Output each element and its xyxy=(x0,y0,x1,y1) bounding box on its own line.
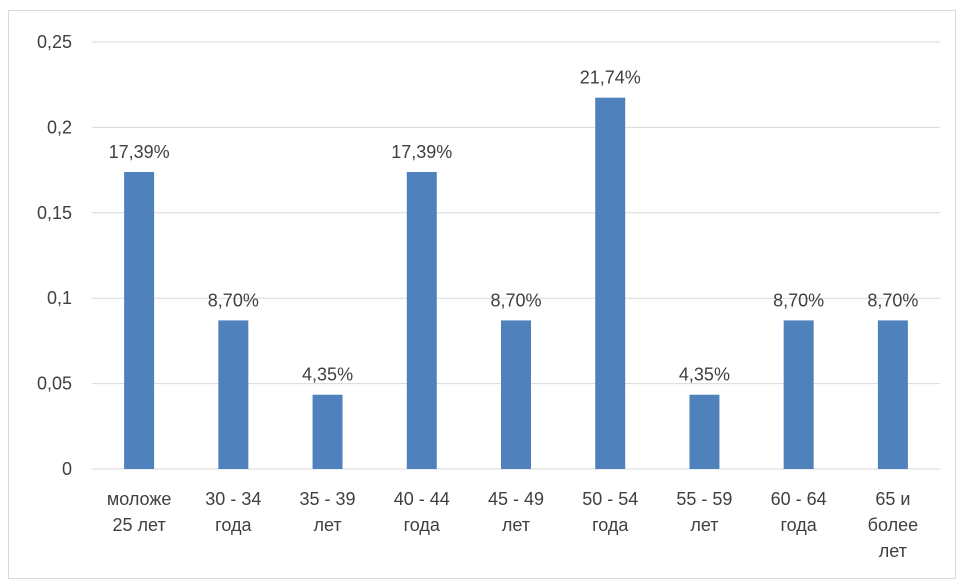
x-tick-label-line: 30 - 34 xyxy=(205,489,261,509)
y-tick-label: 0,25 xyxy=(37,32,72,52)
y-tick-label: 0,2 xyxy=(47,117,72,137)
data-label: 8,70% xyxy=(867,290,918,310)
data-label: 4,35% xyxy=(302,365,353,385)
x-tick-label: 50 - 54 года xyxy=(582,489,638,535)
bar xyxy=(689,394,720,469)
x-tick-label: 40 - 44 года xyxy=(394,489,450,535)
y-tick-label: 0,05 xyxy=(37,374,72,394)
x-tick-label-line: лет xyxy=(502,515,530,535)
x-tick-label-line: моложе xyxy=(107,489,172,509)
bar xyxy=(218,320,249,469)
data-label: 8,70% xyxy=(490,290,541,310)
data-label: 17,39% xyxy=(109,142,170,162)
data-label: 21,74% xyxy=(580,68,641,88)
bar xyxy=(877,320,908,469)
data-label: 8,70% xyxy=(208,290,259,310)
x-tick-label-line: года xyxy=(215,515,252,535)
y-axis-tick-labels: 0 0,05 0,1 0,15 0,2 0,25 xyxy=(37,32,72,479)
bar xyxy=(595,97,626,470)
x-axis-tick-labels: моложе 25 лет 30 - 34 года 35 - 39 лет 40 - 44… xyxy=(107,489,918,561)
x-tick-label: 60 - 64 года xyxy=(771,489,827,535)
bar xyxy=(783,320,814,469)
data-label: 8,70% xyxy=(773,290,824,310)
x-tick-label-line: года xyxy=(592,515,629,535)
x-tick-label-line: более xyxy=(868,515,918,535)
y-tick-label: 0,15 xyxy=(37,203,72,223)
x-tick-label-line: 50 - 54 xyxy=(582,489,638,509)
x-tick-label-line: лет xyxy=(690,515,718,535)
x-tick-label-line: 65 и xyxy=(875,489,910,509)
y-tick-label: 0,1 xyxy=(47,288,72,308)
x-tick-label: 45 - 49 лет xyxy=(488,489,544,535)
bar xyxy=(312,394,343,469)
x-tick-label: моложе 25 лет xyxy=(107,489,172,535)
x-tick-label-line: года xyxy=(404,515,441,535)
x-tick-label: 30 - 34 года xyxy=(205,489,261,535)
x-tick-label-line: 55 - 59 xyxy=(676,489,732,509)
x-tick-label-line: лет xyxy=(313,515,341,535)
x-tick-label-line: 35 - 39 xyxy=(300,489,356,509)
x-tick-label-line: 40 - 44 xyxy=(394,489,450,509)
data-label: 4,35% xyxy=(679,365,730,385)
x-tick-label-line: года xyxy=(781,515,818,535)
data-labels: 17,39% 8,70% 4,35% 17,39% 8,70% 21,74% 4,35% 8,… xyxy=(109,68,919,385)
data-label: 17,39% xyxy=(391,142,452,162)
x-tick-label-line: лет xyxy=(879,541,907,561)
bars xyxy=(124,97,908,470)
chart-frame xyxy=(8,10,956,579)
bar xyxy=(124,171,155,469)
x-tick-label-line: 45 - 49 xyxy=(488,489,544,509)
x-tick-label: 55 - 59 лет xyxy=(676,489,732,535)
x-tick-label: 65 и более лет xyxy=(868,489,918,561)
bar xyxy=(406,171,437,469)
bar xyxy=(501,320,531,469)
y-tick-label: 0 xyxy=(62,459,72,479)
x-tick-label-line: 25 лет xyxy=(113,515,166,535)
x-tick-label-line: 60 - 64 xyxy=(771,489,827,509)
x-tick-label: 35 - 39 лет xyxy=(300,489,356,535)
